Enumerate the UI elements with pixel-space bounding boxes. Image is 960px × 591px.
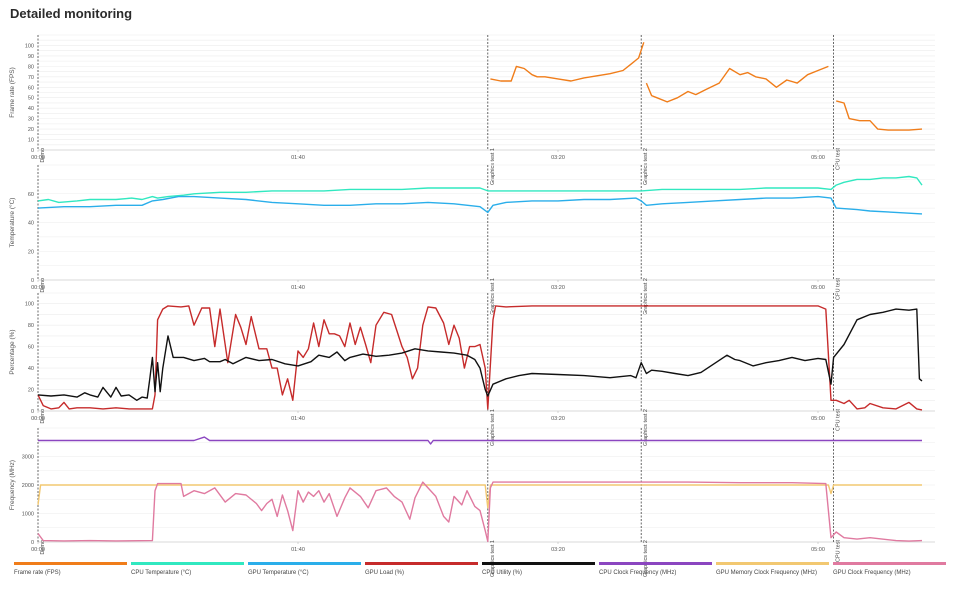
series-line — [38, 436, 922, 445]
y-tick-label: 3000 — [22, 455, 34, 461]
page-title: Detailed monitoring — [10, 6, 133, 21]
marker-label: Graphics test 2 — [643, 278, 649, 315]
legend-swatch — [365, 562, 478, 565]
marker-label: CPU test — [836, 148, 842, 170]
x-tick-label: 03:20 — [551, 285, 565, 291]
legend-label: CPU Clock Frequency (MHz) — [599, 570, 677, 576]
series-line — [37, 481, 923, 543]
x-tick-label: 05:00 — [811, 547, 825, 553]
y-tick-label: 80 — [28, 64, 34, 70]
y-tick-label: 100 — [25, 43, 34, 49]
marker-label: CPU test — [836, 540, 842, 562]
legend-label: GPU Load (%) — [365, 570, 405, 576]
x-tick-label: 05:00 — [811, 416, 825, 422]
marker-label: Demo — [40, 409, 46, 424]
series-line — [645, 65, 829, 103]
legend-label: GPU Temperature (°C) — [248, 570, 309, 576]
legend-label: Frame rate (FPS) — [14, 570, 61, 576]
marker-label: Graphics test 1 — [490, 278, 496, 315]
legend-item: CPU Clock Frequency (MHz) — [599, 562, 712, 576]
y-tick-label: 20 — [28, 127, 34, 133]
y-tick-label: 70 — [28, 75, 34, 81]
y-tick-label: 90 — [28, 54, 34, 60]
legend-item: CPU Temperature (°C) — [131, 562, 244, 576]
y-tick-label: 50 — [28, 96, 34, 102]
x-tick-label: 03:20 — [551, 155, 565, 161]
x-tick-label: 00:00 — [31, 547, 45, 553]
legend-swatch — [14, 562, 127, 565]
legend-swatch — [248, 562, 361, 565]
x-tick-label: 00:00 — [31, 285, 45, 291]
x-tick-label: 05:00 — [811, 155, 825, 161]
series-line — [490, 42, 645, 82]
x-tick-label: 00:00 — [31, 155, 45, 161]
marker-label: Graphics test 1 — [490, 148, 496, 185]
y-tick-label: 0 — [31, 148, 34, 154]
x-tick-label: 01:40 — [291, 285, 305, 291]
series-line — [37, 195, 923, 215]
legend-item: GPU Load (%) — [365, 562, 478, 576]
legend-swatch — [716, 562, 829, 565]
legend-item: CPU Utility (%) — [482, 562, 595, 576]
y-tick-label: 30 — [28, 117, 34, 123]
legend-swatch — [599, 562, 712, 565]
legend-swatch — [131, 562, 244, 565]
y-axis-label: Frequency (MHz) — [9, 460, 16, 510]
marker-label: Graphics test 1 — [490, 409, 496, 446]
marker-label: CPU test — [836, 409, 842, 431]
marker-label: CPU test — [836, 278, 842, 300]
legend-item: GPU Temperature (°C) — [248, 562, 361, 576]
marker-label: Demo — [40, 278, 46, 293]
y-tick-label: 0 — [31, 278, 34, 284]
series-line — [37, 308, 923, 401]
y-tick-label: 60 — [28, 192, 34, 198]
y-tick-label: 40 — [28, 221, 34, 227]
marker-label: Graphics test 2 — [643, 148, 649, 185]
marker-label: Graphics test 2 — [643, 409, 649, 446]
legend-label: CPU Temperature (°C) — [131, 570, 192, 576]
legend-label: GPU Memory Clock Frequency (MHz) — [716, 570, 818, 576]
x-tick-label: 01:40 — [291, 155, 305, 161]
y-tick-label: 20 — [28, 249, 34, 255]
series-line — [37, 305, 923, 411]
series-line — [37, 484, 922, 509]
y-tick-label: 2000 — [22, 483, 34, 489]
legend-item: Frame rate (FPS) — [14, 562, 127, 576]
y-tick-label: 40 — [28, 106, 34, 112]
y-tick-label: 1000 — [22, 512, 34, 518]
y-tick-label: 60 — [28, 85, 34, 91]
y-tick-label: 80 — [28, 323, 34, 329]
x-tick-label: 01:40 — [291, 416, 305, 422]
y-tick-label: 40 — [28, 366, 34, 372]
legend-item: GPU Clock Frequency (MHz) — [833, 562, 946, 576]
x-tick-label: 03:20 — [551, 416, 565, 422]
legend-swatch — [482, 562, 595, 565]
x-tick-label: 00:00 — [31, 416, 45, 422]
marker-label: Demo — [40, 148, 46, 163]
y-tick-label: 100 — [25, 302, 34, 308]
marker-label: Demo — [40, 540, 46, 555]
y-axis-label: Frame rate (FPS) — [9, 67, 16, 118]
y-tick-label: 0 — [31, 409, 34, 415]
marker-label: Graphics test 1 — [490, 540, 496, 577]
legend-swatch — [833, 562, 946, 565]
y-axis-label: Percentage (%) — [9, 329, 16, 374]
y-tick-label: 60 — [28, 345, 34, 351]
y-tick-label: 20 — [28, 388, 34, 394]
legend-label: GPU Clock Frequency (MHz) — [833, 570, 911, 576]
legend-label: CPU Utility (%) — [482, 570, 522, 576]
y-tick-label: 10 — [28, 138, 34, 144]
x-tick-label: 03:20 — [551, 547, 565, 553]
y-axis-label: Temperature (°C) — [8, 198, 16, 248]
x-tick-label: 01:40 — [291, 547, 305, 553]
series-line — [37, 175, 923, 204]
marker-label: Graphics test 2 — [643, 540, 649, 577]
y-tick-label: 0 — [31, 540, 34, 546]
series-line — [836, 100, 923, 131]
legend: Frame rate (FPS) CPU Temperature (°C) GPU … — [14, 562, 946, 576]
legend-item: GPU Memory Clock Frequency (MHz) — [716, 562, 829, 576]
x-tick-label: 05:00 — [811, 285, 825, 291]
